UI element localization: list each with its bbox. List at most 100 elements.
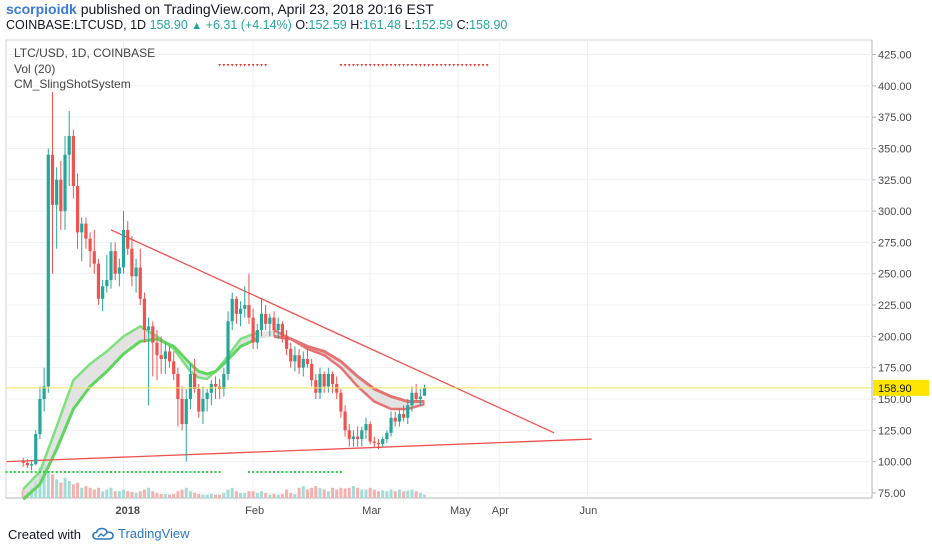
volume-bar — [276, 494, 280, 498]
volume-bar — [209, 493, 213, 498]
candle-body — [272, 317, 276, 331]
bull-signal-marker — [189, 471, 192, 473]
volume-bar — [163, 493, 167, 498]
bull-signal-marker — [331, 471, 334, 473]
candle-body — [322, 373, 326, 387]
volume-bar — [272, 493, 276, 498]
volume-bar — [105, 489, 109, 498]
volume-bar — [201, 494, 205, 498]
candle-body — [234, 298, 238, 314]
volume-bar — [180, 489, 184, 498]
candle-body — [402, 414, 406, 418]
candle-body — [238, 308, 243, 314]
bear-signal-marker — [352, 64, 355, 67]
bear-signal-marker — [444, 64, 447, 67]
candle-body — [393, 417, 397, 422]
volume-bar — [142, 489, 146, 498]
candle-body — [134, 267, 138, 277]
bull-signal-marker — [181, 471, 184, 473]
candle-body — [360, 430, 364, 440]
bull-signal-marker — [252, 471, 255, 473]
last-price: 158.90 — [149, 18, 188, 32]
legend-symbol[interactable]: LTC/USD, 1D, COINBASE — [14, 46, 156, 60]
legend-volume[interactable]: Vol (20) — [14, 61, 56, 76]
bull-signal-marker — [193, 471, 196, 473]
bull-signal-marker — [314, 471, 317, 473]
open-value: 152.59 — [308, 18, 347, 32]
volume-bar — [385, 491, 389, 498]
tradingview-logo[interactable]: TradingView — [92, 526, 190, 541]
bull-signal-marker — [176, 471, 179, 473]
bull-signal-marker — [114, 471, 117, 473]
bull-signal-marker — [101, 471, 104, 473]
volume-bar — [335, 489, 339, 498]
bull-signal-marker — [139, 471, 142, 473]
x-tick-label: Apr — [492, 505, 509, 517]
legend-indicator[interactable]: CM_SlingShotSystem — [14, 77, 131, 91]
volume-bar — [184, 487, 188, 498]
bull-signal-marker — [38, 471, 41, 473]
bull-signal-marker — [59, 471, 62, 473]
volume-bar — [381, 490, 385, 498]
volume-bar — [280, 493, 284, 498]
volume-bar — [96, 487, 100, 498]
bull-signal-marker — [319, 471, 321, 473]
volume-bar — [356, 487, 360, 498]
volume-bar — [176, 491, 180, 498]
close-value: 158.90 — [469, 18, 508, 32]
bull-signal-marker — [285, 471, 288, 473]
up-arrow-icon: ▲ — [191, 20, 203, 32]
bear-signal-marker — [410, 64, 414, 67]
bull-signal-marker — [143, 471, 146, 473]
bull-signal-marker — [43, 471, 46, 473]
bull-signal-marker — [218, 471, 221, 473]
bull-signal-marker — [55, 471, 58, 473]
bull-signal-marker — [335, 471, 338, 473]
author-name[interactable]: scorpioidk — [6, 1, 77, 17]
candle-body — [176, 373, 180, 399]
volume-bar — [326, 491, 330, 498]
chart-area[interactable]: 425.00 400.00 375.00 350.00 325.00 300.00 275.… — [0, 36, 932, 518]
candle-body — [80, 223, 84, 233]
volume-bar — [218, 494, 222, 498]
volume-bar — [418, 492, 422, 498]
bear-signal-marker — [356, 64, 359, 67]
volume-bar — [389, 489, 393, 498]
candle-body — [347, 430, 351, 440]
bear-signal-marker — [402, 64, 405, 67]
low-label: L: — [404, 18, 415, 32]
volume-bar — [230, 487, 234, 498]
bear-signal-marker — [226, 64, 230, 67]
bull-signal-marker — [327, 471, 330, 473]
bear-signal-marker — [247, 64, 251, 67]
candle-body — [151, 326, 155, 343]
bear-signal-marker — [477, 64, 481, 67]
x-tick-label: 2018 — [116, 505, 140, 517]
candle-body — [113, 251, 117, 274]
bull-signal-marker — [105, 471, 108, 473]
y-tick-label: 275.00 — [878, 237, 912, 249]
y-tick-label: 75.00 — [878, 488, 906, 500]
bear-signal-marker — [243, 64, 247, 67]
candle-body — [385, 432, 389, 440]
bear-signal-marker — [347, 64, 351, 67]
ohlc-line: COINBASE:LTCUSD, 1D 158.90 ▲ +6.31 (+4.1… — [6, 18, 507, 32]
bull-signal-marker — [34, 471, 37, 473]
bull-signal-marker — [323, 471, 326, 473]
bull-signal-marker — [306, 471, 309, 473]
low-value: 152.59 — [414, 18, 454, 32]
volume-bar — [55, 479, 59, 498]
high-value: 161.48 — [362, 18, 401, 32]
price-chart[interactable]: 425.00 400.00 375.00 350.00 325.00 300.00 275.… — [0, 36, 932, 518]
bear-signal-marker — [465, 64, 468, 67]
candle-body — [147, 326, 151, 331]
bear-signal-marker — [485, 64, 489, 67]
volume-bar — [339, 487, 343, 498]
candle-body — [96, 263, 101, 299]
volume-bar — [414, 491, 418, 498]
volume-bar — [259, 491, 263, 498]
volume-bar — [372, 489, 376, 498]
bear-signal-marker — [264, 64, 267, 67]
volume-bar — [134, 492, 138, 498]
y-tick-label: 175.00 — [878, 363, 912, 375]
